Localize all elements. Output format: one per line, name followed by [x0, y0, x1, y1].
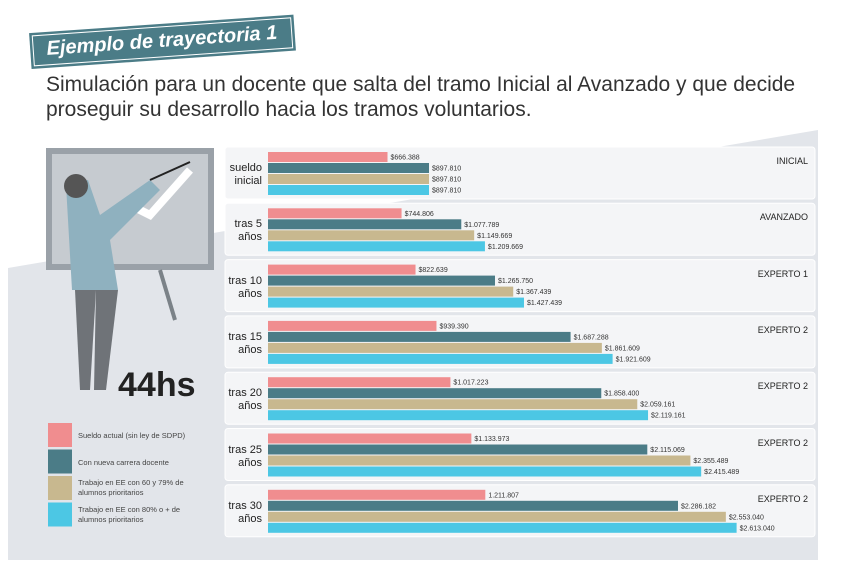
category-label: tras 10 años [228, 274, 262, 300]
legend-label: Trabajo en EE con 80% o + de alumnos pri… [78, 504, 181, 524]
legend-label: Con nueva carrera docente [78, 457, 169, 467]
category-label: tras 30 años [228, 499, 262, 525]
bar [268, 331, 571, 342]
value-label: $2.415.489 [704, 469, 739, 476]
category-label: tras 15 años [228, 330, 262, 356]
value-label: $2.553.040 [729, 514, 764, 521]
tramo-label: EXPERTO 2 [757, 324, 808, 335]
bar [268, 286, 514, 297]
value-label: $2.119.161 [651, 413, 686, 420]
value-label: $1.209.669 [488, 244, 523, 251]
subtitle: Simulación para un docente que salta del… [46, 73, 796, 121]
bar [268, 152, 388, 162]
value-label: $2.286.182 [681, 503, 716, 510]
value-label: $1.017.223 [453, 380, 488, 387]
value-label: $1.687.288 [574, 334, 609, 341]
value-label: $939.390 [439, 323, 468, 330]
illustration [46, 148, 214, 390]
value-label: $2.613.040 [740, 525, 775, 532]
bar [268, 399, 638, 410]
header-banner: Ejemplo de trayectoria 1 [29, 14, 296, 70]
bar [268, 444, 648, 455]
value-label: $1.861.609 [605, 345, 640, 352]
value-label: $1.367.439 [516, 289, 551, 296]
bar [268, 185, 430, 195]
value-label: $1.265.750 [498, 278, 533, 285]
category-label: tras 5 años [234, 218, 262, 244]
bar [268, 388, 602, 399]
bar [268, 163, 430, 173]
bar [268, 208, 402, 219]
hours-label: 44hs [118, 366, 196, 404]
bar [268, 489, 486, 500]
bar [268, 297, 524, 308]
bar [268, 377, 451, 388]
value-label: $744.806 [405, 211, 434, 218]
value-label: $1.921.609 [616, 356, 651, 363]
category-label: sueldo inicial [229, 162, 262, 187]
bar [268, 275, 495, 286]
value-label: $666.388 [391, 155, 420, 162]
value-label: $1.427.439 [527, 300, 562, 307]
bar [268, 511, 726, 522]
value-label: $1.858.400 [604, 391, 639, 398]
tramo-label: AVANZADO [759, 212, 808, 223]
bar [268, 320, 437, 331]
legend-label: Sueldo actual (sin ley de SDPD) [78, 431, 186, 440]
value-label: $1.077.789 [464, 222, 499, 229]
legend-swatch [48, 502, 72, 527]
value-label: $2.115.069 [650, 447, 685, 454]
legend-swatch [48, 423, 72, 447]
tramo-label: EXPERTO 1 [757, 268, 808, 279]
bar [268, 433, 472, 444]
value-label: $897.810 [432, 166, 461, 173]
tramo-label: INICIAL [776, 156, 808, 166]
bar [268, 230, 475, 241]
bar [268, 522, 737, 533]
value-label: $2.355.489 [693, 458, 728, 465]
bar [268, 342, 602, 353]
bar [268, 466, 702, 477]
value-label: $1.133.973 [474, 436, 509, 443]
value-label: $1.149.669 [477, 233, 512, 240]
value-label: $897.810 [432, 188, 461, 195]
value-label: $897.810 [432, 177, 461, 184]
legend-swatch [48, 476, 72, 500]
legend-swatch [48, 449, 72, 474]
bar [268, 410, 649, 421]
bar [268, 455, 691, 466]
category-label: tras 25 años [228, 443, 262, 469]
bar [268, 264, 416, 275]
tramo-label: EXPERTO 2 [757, 493, 808, 504]
bar [268, 241, 485, 252]
tramo-label: EXPERTO 2 [757, 381, 808, 392]
bar [268, 353, 613, 364]
value-label: $822.639 [419, 267, 448, 274]
category-label: tras 20 años [228, 387, 262, 413]
legend-label: Trabajo en EE con 60 y 79% de alumnos pr… [78, 478, 184, 497]
bar [268, 219, 462, 230]
value-label: 1.211.807 [488, 492, 519, 499]
bar [268, 500, 678, 511]
value-label: $2.059.161 [640, 402, 675, 409]
tramo-label: EXPERTO 2 [757, 437, 808, 448]
bar [268, 174, 430, 184]
